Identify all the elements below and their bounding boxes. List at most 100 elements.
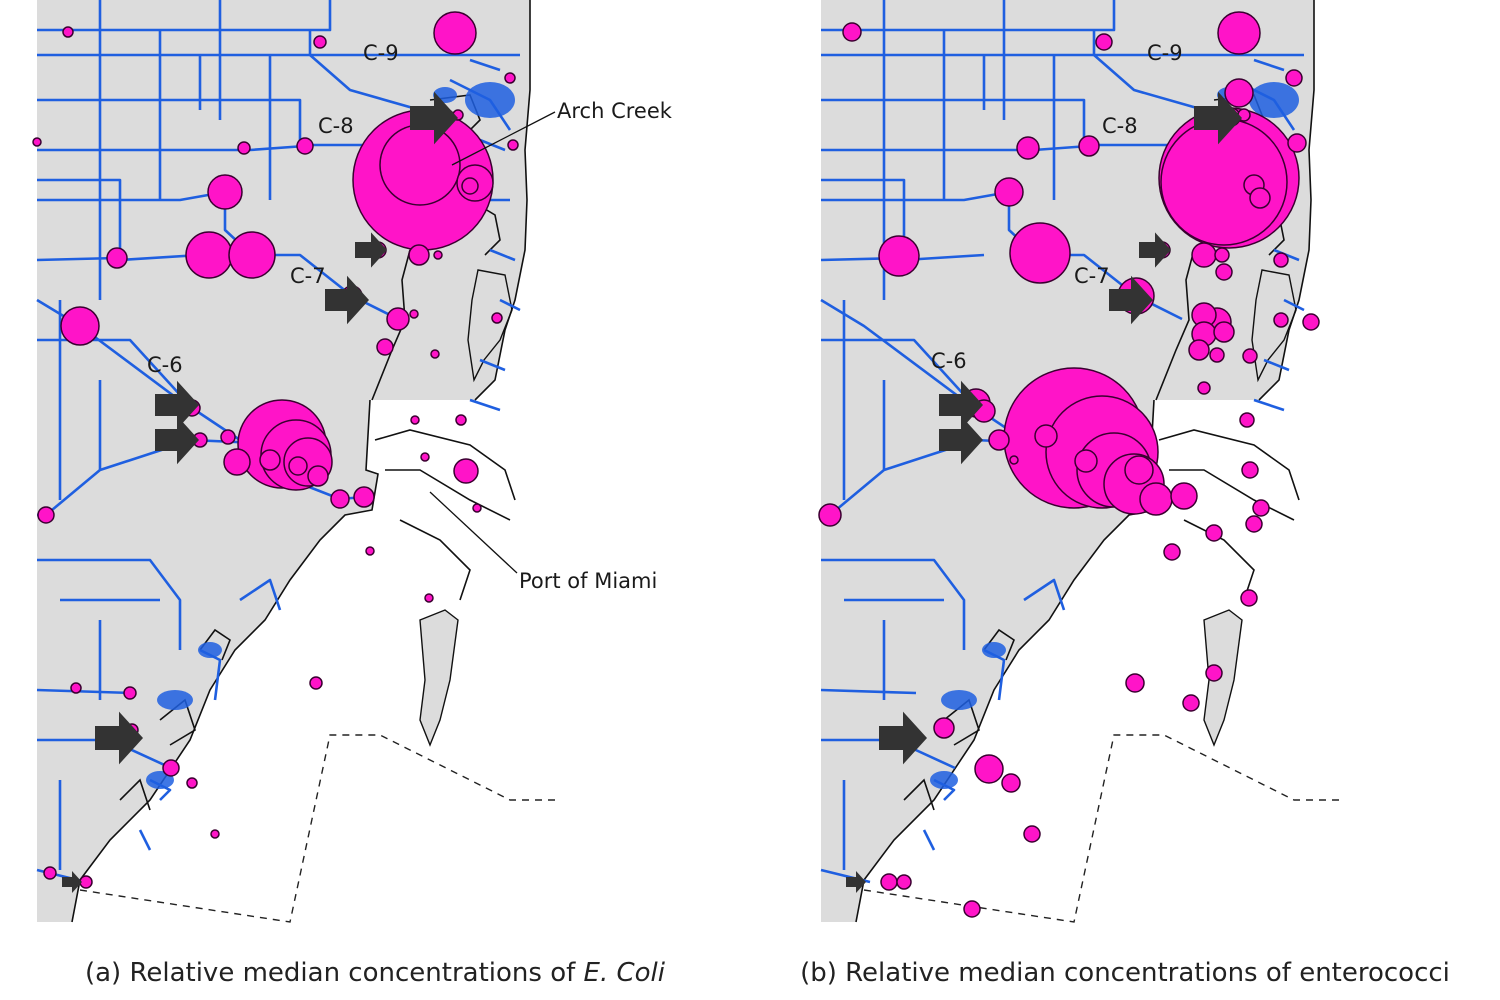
sampling-site-bubble bbox=[220, 429, 236, 445]
sampling-site-bubble bbox=[1023, 825, 1041, 843]
canal-line bbox=[1023, 578, 1066, 611]
water-body bbox=[157, 690, 193, 710]
label-c7: C-7 bbox=[1074, 264, 1110, 288]
canal-line bbox=[821, 558, 966, 650]
coastline bbox=[374, 429, 516, 501]
sampling-site-bubble bbox=[1124, 455, 1154, 485]
sampling-site-bubble bbox=[365, 546, 375, 556]
caption-a: (a) Relative median concentrations of E.… bbox=[0, 958, 750, 988]
sampling-site-bubble bbox=[1009, 455, 1019, 465]
water-body bbox=[930, 771, 958, 789]
labels-b: C-9 C-8 C-7 C-6 bbox=[931, 41, 1183, 373]
water-body bbox=[982, 642, 1006, 658]
label-arch-creek: Arch Creek bbox=[557, 99, 673, 123]
coastline bbox=[159, 698, 196, 746]
sampling-site-bubble bbox=[1285, 69, 1303, 87]
sampling-site-bubble bbox=[880, 873, 898, 891]
sampling-site-bubble bbox=[309, 676, 323, 690]
port-of-miami-leader bbox=[429, 491, 518, 574]
coastline bbox=[1258, 0, 1315, 401]
sampling-site-bubble bbox=[408, 244, 430, 266]
coastline bbox=[199, 628, 231, 661]
sampling-site-bubble bbox=[974, 754, 1004, 784]
barrier-island bbox=[419, 609, 459, 747]
water-body bbox=[941, 690, 977, 710]
sampling-site-bubble bbox=[1217, 11, 1261, 55]
sampling-site-bubble bbox=[237, 141, 251, 155]
sampling-site-bubble bbox=[1241, 461, 1259, 479]
sampling-site-bubble bbox=[70, 682, 82, 694]
caption-b-text: (b) Relative median concentrations of en… bbox=[800, 958, 1450, 988]
canal-outflow-arrow-icon bbox=[410, 91, 458, 145]
canal-outflow-arrow-icon bbox=[155, 380, 199, 430]
sampling-site-bubble bbox=[1242, 348, 1258, 364]
canal-outflow-arrow-icon bbox=[355, 232, 387, 268]
coastline bbox=[1169, 469, 1295, 521]
canal-line bbox=[469, 398, 501, 412]
sampling-site-bubble bbox=[424, 593, 434, 603]
canal-line bbox=[1283, 298, 1305, 312]
sampling-site-bubble bbox=[1273, 252, 1289, 268]
canal-line bbox=[821, 98, 1204, 147]
map-panel-b: C-9 C-8 C-7 C-6 (b) Relative median conc… bbox=[750, 0, 1500, 1000]
sampling-site-bubble bbox=[1215, 263, 1233, 281]
sampling-site-bubble bbox=[1213, 321, 1235, 343]
sampling-site-bubble bbox=[842, 22, 862, 42]
coastline bbox=[119, 778, 151, 811]
sampling-site-bubble bbox=[453, 458, 479, 484]
water-body bbox=[198, 642, 222, 658]
sampling-site-bubble bbox=[420, 452, 430, 462]
canal-line bbox=[820, 688, 917, 695]
sampling-site-bubble bbox=[507, 139, 519, 151]
sampling-site-bubble bbox=[1182, 694, 1200, 712]
canal-line bbox=[36, 256, 118, 262]
sampling-site-bubble bbox=[296, 137, 314, 155]
coastline bbox=[399, 519, 471, 601]
canal-line bbox=[37, 178, 201, 262]
label-c9: C-9 bbox=[1147, 41, 1183, 65]
canal-line bbox=[37, 98, 420, 147]
coastline bbox=[371, 249, 411, 401]
sampling-site-bubble bbox=[1160, 118, 1288, 246]
sampling-site-bubble bbox=[472, 503, 482, 513]
canal-outflow-arrow-icon bbox=[939, 415, 983, 465]
canal-line bbox=[138, 829, 152, 851]
label-c7: C-7 bbox=[290, 264, 326, 288]
canal-line bbox=[479, 138, 506, 152]
sampling-site-bubble bbox=[1287, 133, 1307, 153]
canal-outflow-arrow-icon bbox=[95, 711, 143, 765]
sampling-site-bubble bbox=[994, 177, 1024, 207]
label-c6: C-6 bbox=[931, 349, 967, 373]
sampling-site-bubble bbox=[162, 759, 180, 777]
canal-line bbox=[821, 190, 1010, 202]
sampling-site-bubble bbox=[1273, 312, 1289, 328]
labels-a: C-9 C-8 C-7 C-6 Arch Creek Port of Miami bbox=[147, 41, 673, 593]
sampling-site-bubble bbox=[60, 306, 100, 346]
sampling-site-bubble bbox=[185, 231, 233, 279]
barrier-island bbox=[1251, 269, 1297, 383]
coastline bbox=[474, 0, 531, 401]
sampling-site-bubble bbox=[259, 449, 281, 471]
sampling-site-bubble bbox=[1001, 773, 1021, 793]
canal-line bbox=[469, 58, 501, 72]
canal-line bbox=[239, 578, 282, 611]
canal-line bbox=[1263, 358, 1290, 372]
bubbles-b bbox=[818, 11, 1320, 918]
canal-line bbox=[1092, 30, 1205, 112]
sampling-site-bubble bbox=[353, 486, 375, 508]
sampling-site-bubble bbox=[430, 349, 440, 359]
arch-creek-leader bbox=[451, 111, 556, 166]
canal-line bbox=[37, 0, 332, 32]
coastline bbox=[983, 628, 1015, 661]
canal-arrows-a bbox=[62, 91, 458, 893]
sampling-site-bubble bbox=[1302, 313, 1320, 331]
canal-line bbox=[1253, 58, 1285, 72]
sampling-site-bubble bbox=[307, 465, 329, 487]
sampling-site-bubble bbox=[1188, 339, 1210, 361]
canal-line bbox=[820, 298, 975, 410]
sampling-site-bubble bbox=[878, 235, 920, 277]
label-port-of-miami: Port of Miami bbox=[519, 569, 657, 593]
canal-line bbox=[922, 829, 936, 851]
label-c8: C-8 bbox=[1102, 114, 1138, 138]
sampling-site-bubble bbox=[461, 177, 479, 195]
